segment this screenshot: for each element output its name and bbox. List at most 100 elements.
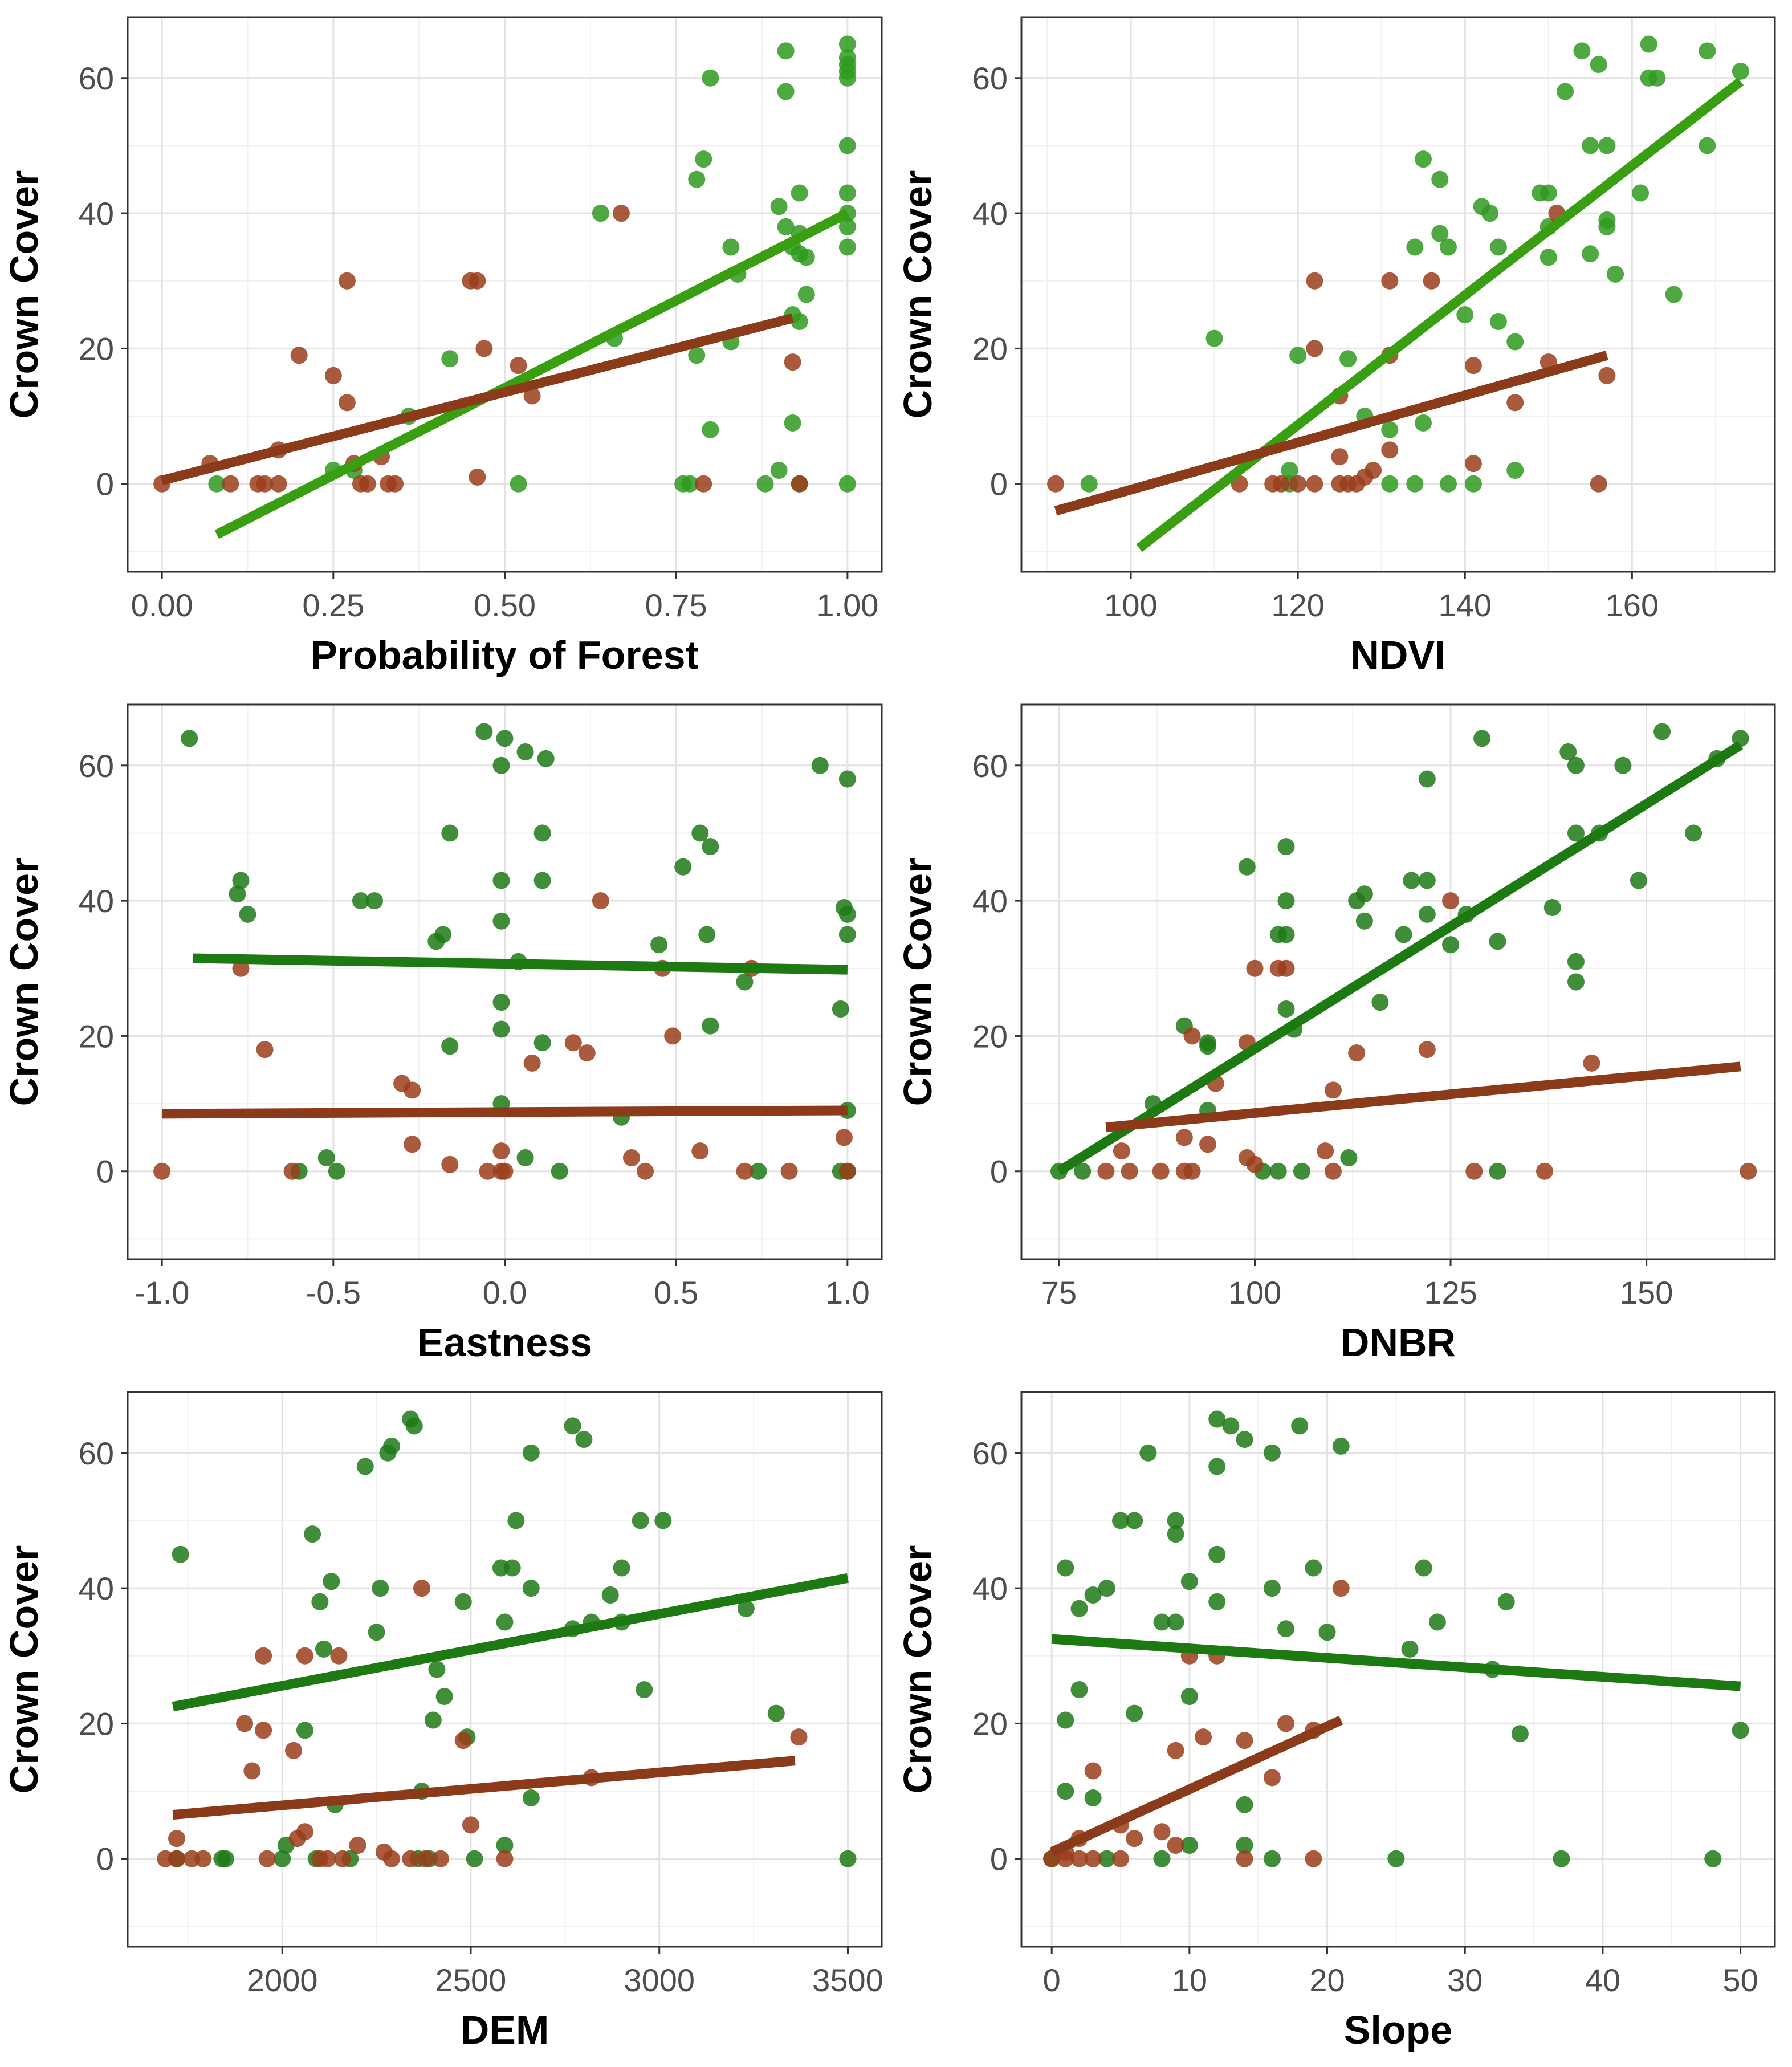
data-point xyxy=(1699,137,1716,154)
y-axis-title: Crown Cover xyxy=(895,858,940,1106)
data-point xyxy=(691,824,709,842)
data-point xyxy=(688,347,706,364)
data-point xyxy=(365,892,383,910)
data-point xyxy=(496,1162,514,1180)
x-tick-label: 1.0 xyxy=(825,1275,870,1311)
data-point xyxy=(454,1732,472,1749)
data-point xyxy=(1208,1458,1226,1475)
y-tick-label: 60 xyxy=(79,60,114,96)
data-point xyxy=(441,824,459,842)
data-point xyxy=(1057,1559,1074,1577)
data-point xyxy=(222,475,239,493)
data-point xyxy=(441,1037,459,1055)
x-tick-label: 0.00 xyxy=(131,587,193,623)
data-point xyxy=(1139,1444,1157,1462)
x-tick-label: 50 xyxy=(1722,1962,1758,1998)
data-point xyxy=(1406,475,1424,493)
data-point xyxy=(1152,1162,1170,1180)
data-point xyxy=(784,414,801,432)
data-point xyxy=(838,475,856,493)
data-point xyxy=(791,312,808,330)
data-point xyxy=(255,1647,272,1665)
x-tick-label: 120 xyxy=(1271,587,1324,623)
data-point xyxy=(838,184,856,202)
data-point xyxy=(1246,959,1264,977)
data-point xyxy=(1567,973,1585,991)
data-point xyxy=(330,1647,348,1665)
data-point xyxy=(1246,1155,1264,1173)
panel-border xyxy=(1020,703,1776,1260)
data-point xyxy=(168,1850,185,1867)
data-point xyxy=(575,1431,593,1448)
data-point xyxy=(1070,1850,1088,1867)
chart-panel: 0 10 20 30 40 50 0 20 40 60 Slope Crown Cover xyxy=(895,1391,1776,2052)
data-point xyxy=(537,750,555,767)
data-point xyxy=(270,475,287,493)
data-point xyxy=(1236,1732,1253,1749)
chart-panel: -1.0 -0.5 0.0 0.5 1.0 0 20 40 60 Eastness Crown Co… xyxy=(2,703,883,1365)
data-point xyxy=(1489,238,1507,256)
data-point xyxy=(1464,455,1482,473)
data-point xyxy=(1306,272,1323,290)
data-point xyxy=(1489,312,1507,330)
data-point xyxy=(492,1020,510,1038)
chart-panel: 100 120 140 160 0 20 40 60 NDVI Crown Cover xyxy=(895,16,1776,677)
data-point xyxy=(1365,462,1382,479)
data-point xyxy=(1401,1640,1419,1658)
data-point xyxy=(1277,1000,1295,1018)
data-point xyxy=(1699,42,1716,60)
data-point xyxy=(784,353,801,371)
data-point xyxy=(232,872,250,889)
points-layer xyxy=(153,723,856,1180)
data-point xyxy=(338,394,356,412)
data-point xyxy=(255,1722,272,1739)
data-point xyxy=(516,1149,534,1167)
data-point xyxy=(172,1545,189,1563)
data-point xyxy=(304,1525,321,1543)
data-point xyxy=(1318,1624,1336,1641)
data-point xyxy=(1199,1034,1217,1052)
data-point xyxy=(492,994,510,1011)
data-point xyxy=(1630,872,1647,889)
data-point xyxy=(522,1580,540,1597)
data-point xyxy=(510,357,527,375)
x-tick-label: 125 xyxy=(1424,1275,1477,1311)
data-point xyxy=(1583,1054,1600,1072)
fit-line xyxy=(1056,740,1744,1175)
data-point xyxy=(1442,892,1460,910)
data-point xyxy=(578,1044,596,1062)
data-point xyxy=(1387,1850,1405,1867)
data-point xyxy=(217,1850,234,1867)
data-point xyxy=(1281,462,1298,479)
data-point xyxy=(832,1000,849,1018)
data-point xyxy=(533,824,551,842)
data-point xyxy=(1167,1613,1184,1631)
data-point xyxy=(1084,1762,1102,1780)
data-point xyxy=(469,272,486,290)
y-tick-label: 40 xyxy=(79,1570,114,1606)
y-tick-label: 40 xyxy=(79,196,114,231)
data-point xyxy=(1381,272,1399,290)
fit-line xyxy=(214,209,850,539)
data-point xyxy=(1640,35,1657,53)
data-point xyxy=(229,885,246,903)
chart-panel: 0.00 0.25 0.50 0.75 1.00 0 20 40 60 Probability o… xyxy=(2,16,883,677)
data-point xyxy=(507,1512,525,1529)
data-point xyxy=(522,1789,540,1806)
data-point xyxy=(434,926,452,943)
data-point xyxy=(1208,1593,1226,1610)
data-point xyxy=(632,1512,649,1529)
data-point xyxy=(674,858,692,876)
data-point xyxy=(1305,1559,1322,1577)
data-point xyxy=(737,1600,755,1617)
data-point xyxy=(1180,1837,1198,1854)
data-point xyxy=(1598,367,1616,384)
x-tick-label: 0.50 xyxy=(474,587,536,623)
data-point xyxy=(1332,1437,1350,1455)
data-point xyxy=(492,756,510,774)
y-tick-label: 20 xyxy=(972,1018,1008,1054)
data-point xyxy=(496,1850,514,1867)
data-point xyxy=(1557,83,1574,100)
x-axis-title: Eastness xyxy=(417,1320,592,1365)
data-point xyxy=(702,421,719,438)
